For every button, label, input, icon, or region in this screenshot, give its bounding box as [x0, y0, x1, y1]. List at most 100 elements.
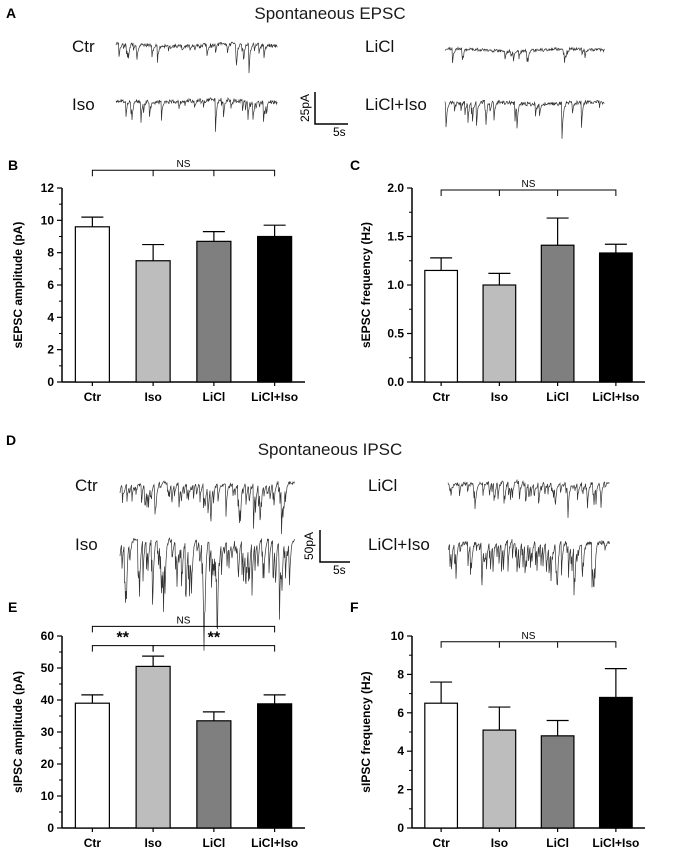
bar-licl-iso	[598, 696, 633, 829]
bracket-line	[91, 625, 276, 633]
x-tick-label-licl: LiCl	[546, 390, 569, 404]
chart-f: F 0 2 4 6 8 10 sIPSC frequency (Hz) Ctr Iso LiCl Li…	[350, 599, 645, 850]
panel-d-letter: D	[6, 432, 16, 448]
scale-bar-ipsc-x-label: 5s	[333, 563, 346, 577]
bar-iso	[482, 729, 517, 829]
panel-f-letter: F	[350, 599, 359, 615]
y-tick-label: 4	[397, 744, 404, 758]
panel-a-title: Spontaneous EPSC	[254, 4, 405, 23]
trace-iso-epsc	[115, 97, 278, 132]
panel-a: A Spontaneous EPSC Ctr LiCl Iso LiCl+Iso…	[6, 4, 605, 139]
bracket-line	[91, 169, 276, 177]
trace-label-ctr-epsc: Ctr	[72, 37, 95, 56]
x-tick-label-licl-iso: LiCl+Iso	[592, 390, 639, 404]
trace-ctr-epsc	[115, 41, 278, 74]
x-tick-label-licl: LiCl	[546, 836, 569, 850]
trace-licl-iso-epsc	[444, 99, 605, 139]
y-tick-label: 20	[41, 757, 55, 771]
y-tick-label: 10	[41, 213, 55, 227]
scale-bar-epsc: 25pA 5s	[298, 92, 348, 139]
trace-label-licl-ipsc: LiCl	[368, 476, 397, 495]
trace-label-iso-ipsc: Iso	[75, 535, 98, 554]
y-tick-label: 30	[41, 725, 55, 739]
scale-bar-ipsc-y-label: 50pA	[302, 532, 316, 560]
bar-ctr	[424, 702, 459, 829]
y-tick-label: 6	[397, 706, 404, 720]
y-tick-label: 12	[41, 181, 55, 195]
bar-licl	[540, 244, 575, 383]
y-tick-label: 2	[47, 343, 54, 357]
chart-b: B 0 2 4 6 8 10 12 sEPSC amplitude (pA) Ctr Iso LiCl…	[8, 157, 305, 404]
panel-e-letter: E	[8, 599, 17, 615]
panel-d-title: Spontaneous IPSC	[258, 440, 403, 459]
chart-c: C 0.0 0.5 1.0 1.5 2.0 sEPSC frequency (Hz) Ctr I…	[350, 157, 645, 404]
panel-c-letter: C	[350, 157, 360, 173]
bar-licl	[196, 720, 232, 829]
x-tick-label-iso: Iso	[144, 390, 161, 404]
trace-label-ctr-ipsc: Ctr	[75, 476, 98, 495]
bracket-line	[440, 189, 617, 196]
ns-label: NS	[522, 631, 536, 642]
bar-licl-iso	[257, 235, 293, 383]
y-tick-label: 0	[47, 821, 54, 835]
significance-bracket: **	[152, 630, 276, 652]
x-tick-label-iso: Iso	[491, 836, 508, 850]
x-tick-label-licl-iso: LiCl+Iso	[251, 836, 298, 850]
bar-licl-iso	[598, 252, 633, 383]
y-tick-label: 8	[397, 667, 404, 681]
scale-bar-epsc-y-label: 25pA	[298, 94, 312, 122]
bracket-line	[152, 645, 276, 652]
y-tick-label: 1.0	[387, 278, 404, 292]
bar-licl	[540, 735, 575, 829]
x-tick-label-ctr: Ctr	[432, 836, 450, 850]
ns-label: NS	[177, 159, 191, 170]
trace-licl-ipsc	[447, 478, 610, 518]
y-tick-label: 0.5	[387, 327, 404, 341]
x-tick-label-ctr: Ctr	[84, 836, 102, 850]
y-tick-label: 2.0	[387, 181, 404, 195]
y-tick-label: 8	[47, 246, 54, 260]
y-tick-label: 50	[41, 661, 55, 675]
trace-iso-ipsc	[119, 537, 295, 651]
x-tick-label-iso: Iso	[491, 390, 508, 404]
y-tick-label: 10	[391, 629, 405, 643]
trace-label-licl-iso-ipsc: LiCl+Iso	[368, 535, 430, 554]
y-tick-label: 6	[47, 278, 54, 292]
bar-iso	[135, 260, 171, 383]
significance-bracket: NS	[440, 179, 617, 196]
y-axis-label: sEPSC amplitude (pA)	[11, 222, 25, 349]
y-tick-label: 40	[41, 693, 55, 707]
significance-bracket: **	[91, 630, 154, 652]
ns-label: NS	[522, 179, 536, 190]
x-tick-label-ctr: Ctr	[432, 390, 450, 404]
panel-a-letter: A	[6, 5, 16, 21]
y-axis-label: sEPSC frequency (Hz)	[359, 222, 373, 348]
x-tick-label-licl: LiCl	[203, 390, 226, 404]
x-tick-label-licl-iso: LiCl+Iso	[592, 836, 639, 850]
x-tick-label-licl-iso: LiCl+Iso	[251, 390, 298, 404]
y-axis-label: sIPSC amplitude (pA)	[11, 671, 25, 793]
bar-iso	[482, 284, 517, 383]
bar-ctr	[74, 226, 110, 383]
bracket-line	[440, 641, 617, 648]
bar-ctr	[74, 702, 110, 829]
y-tick-label: 0.0	[387, 375, 404, 389]
x-tick-label-licl: LiCl	[203, 836, 226, 850]
significance-stars: **	[117, 630, 130, 647]
y-tick-label: 0	[397, 821, 404, 835]
trace-label-licl-epsc: LiCl	[365, 37, 394, 56]
bar-ctr	[424, 269, 459, 383]
y-tick-label: 10	[41, 789, 55, 803]
trace-ctr-ipsc	[119, 480, 295, 535]
bar-licl	[196, 240, 232, 383]
x-tick-label-ctr: Ctr	[84, 390, 102, 404]
x-tick-label-iso: Iso	[144, 836, 161, 850]
significance-stars: **	[208, 630, 221, 647]
trace-label-iso-epsc: Iso	[72, 95, 95, 114]
y-tick-label: 1.5	[387, 230, 404, 244]
significance-bracket: NS	[91, 615, 276, 633]
scale-bar-ipsc: 50pA 5s	[302, 530, 350, 577]
chart-e: E 0 10 20 30 40 50 60 sIPSC amplitude (pA) Ctr Iso…	[8, 599, 305, 850]
trace-licl-epsc	[444, 46, 605, 64]
